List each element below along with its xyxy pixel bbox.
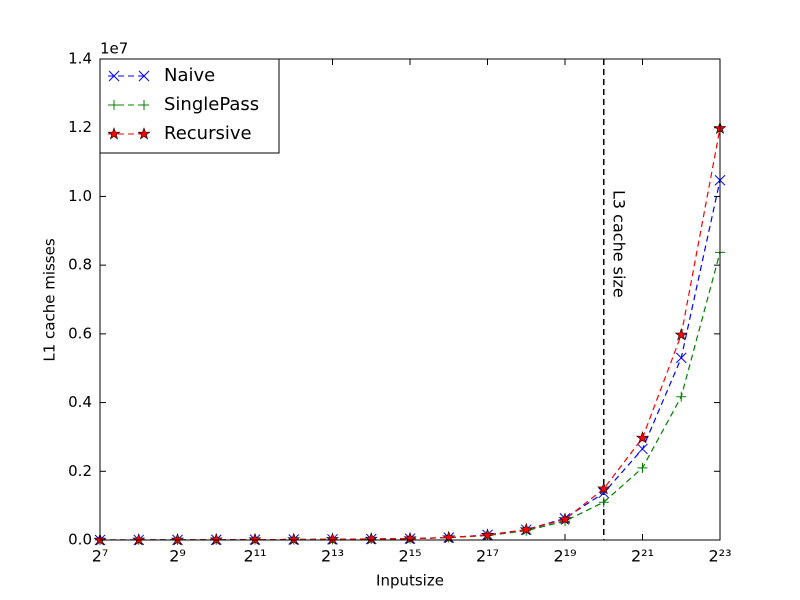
y-axis-label: L1 cache misses — [41, 238, 59, 361]
legend-label: SinglePass — [164, 94, 259, 115]
marker — [287, 532, 301, 546]
x-tick-label: 2¹³ — [321, 547, 344, 566]
y-offset-label: 1e7 — [100, 40, 128, 58]
legend-label: Naive — [164, 65, 215, 86]
marker — [674, 327, 688, 341]
x-tick-label: 2¹⁷ — [476, 547, 499, 566]
marker — [598, 487, 610, 499]
marker — [480, 528, 495, 541]
marker — [558, 512, 572, 525]
marker — [107, 127, 121, 140]
y-tick-label: 1.4 — [68, 50, 92, 68]
marker — [132, 533, 146, 546]
y-tick-label: 0.6 — [68, 324, 92, 342]
x-tick-label: 2⁷ — [92, 547, 109, 566]
y-tick-label: 0.0 — [68, 531, 92, 549]
annotation: L3 cache size — [609, 190, 628, 298]
marker — [676, 391, 687, 402]
plot-frame — [99, 58, 721, 541]
marker — [137, 127, 151, 140]
marker — [364, 532, 378, 545]
legend-box — [99, 58, 280, 154]
marker — [248, 532, 262, 546]
x-tick-label: 2²¹ — [631, 547, 654, 566]
y-tick-label: 0.2 — [68, 462, 92, 480]
marker — [108, 70, 120, 82]
marker — [637, 462, 648, 473]
x-tick-label: 2⁹ — [169, 547, 186, 566]
y-tick-label: 1.0 — [68, 187, 92, 205]
marker — [138, 70, 150, 82]
marker — [598, 497, 609, 508]
legend-label: Recursive — [164, 123, 252, 144]
marker — [637, 443, 648, 455]
y-tick-label: 0.8 — [68, 256, 92, 274]
marker — [139, 100, 149, 110]
x-tick-label: 2²³ — [708, 547, 731, 566]
x-axis-label: Inputsize — [376, 572, 444, 590]
marker — [519, 522, 533, 536]
marker — [109, 100, 119, 110]
x-tick-label: 2¹⁵ — [398, 547, 421, 566]
marker — [597, 481, 611, 495]
marker — [170, 532, 185, 546]
marker — [209, 532, 223, 546]
marker — [403, 531, 417, 545]
y-tick-label: 1.2 — [68, 118, 92, 136]
x-tick-label: 2¹⁹ — [553, 547, 576, 566]
marker — [635, 431, 650, 444]
x-tick-label: 2¹¹ — [243, 547, 266, 566]
marker — [325, 532, 340, 545]
y-tick-label: 0.4 — [68, 393, 92, 411]
marker — [675, 352, 687, 364]
